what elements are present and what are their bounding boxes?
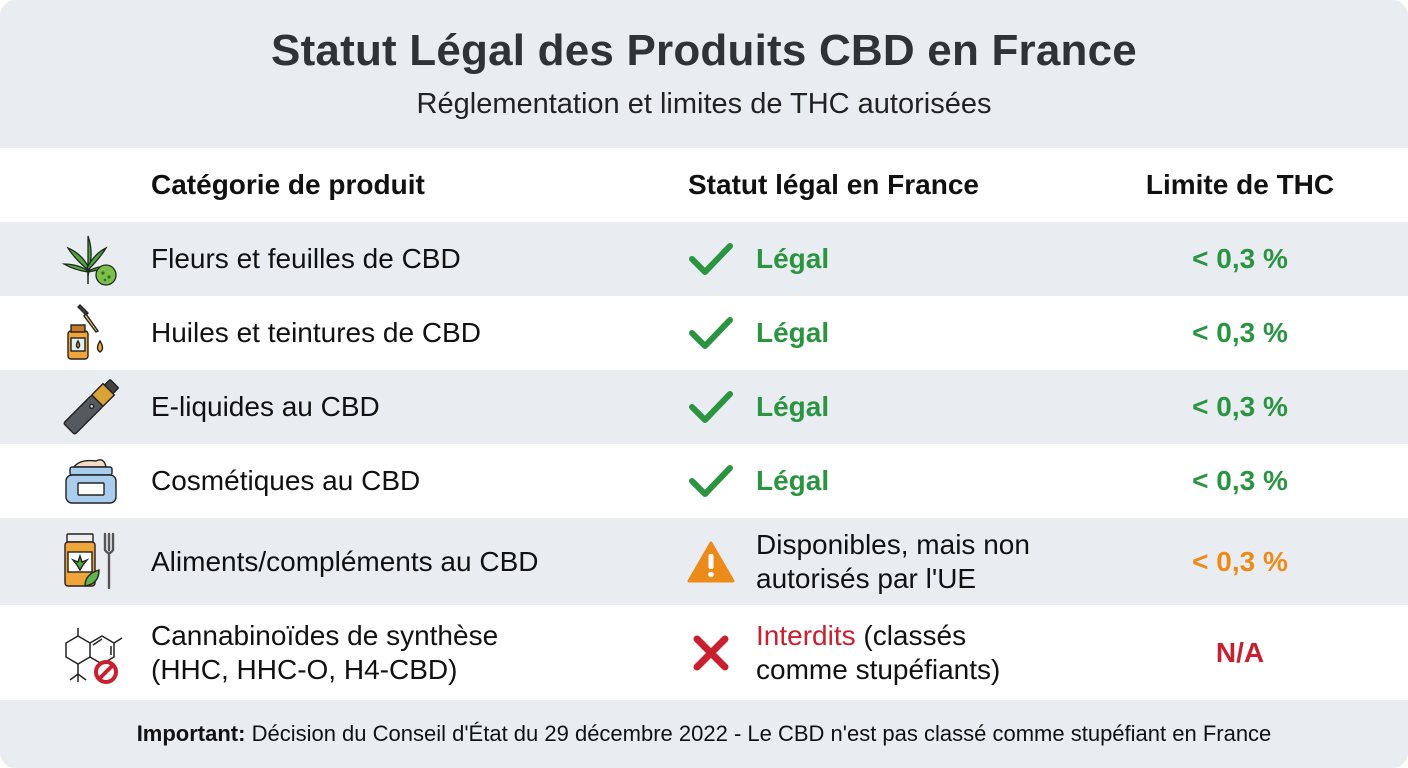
thc-limit: < 0,3 % xyxy=(1192,391,1288,422)
status-line-2: comme stupéfiants) xyxy=(756,653,1001,685)
status-line-1: Disponibles, mais non xyxy=(756,528,1030,560)
checkmark-icon xyxy=(686,296,736,370)
status-highlight: Interdits xyxy=(756,619,856,651)
cross-icon xyxy=(686,605,736,700)
thc-limit: < 0,3 % xyxy=(1192,545,1288,577)
status-label: Légal xyxy=(756,317,830,348)
page-subtitle: Réglementation et limites de THC autoris… xyxy=(416,88,992,120)
table-row: Huiles et teintures de CBD Légal < 0,3 % xyxy=(0,296,1408,370)
table-row: Fleurs et feuilles de CBD Légal < 0,3 % xyxy=(0,222,1408,296)
category-line-1: Cannabinoïdes de synthèse xyxy=(151,619,499,651)
checkmark-icon xyxy=(686,370,736,444)
footer-label: Important: xyxy=(136,721,246,746)
column-header-limit: Limite de THC xyxy=(1145,169,1335,200)
thc-limit: < 0,3 % xyxy=(1192,465,1288,496)
status-line-2: autorisés par l'UE xyxy=(756,562,977,594)
status-line-1: Interdits (classés xyxy=(756,619,966,653)
category-line-2: (HHC, HHC-O, H4-CBD) xyxy=(151,653,458,685)
table-row: Cannabinoïdes de synthèse (HHC, HHC-O, H… xyxy=(0,605,1408,700)
thc-limit: < 0,3 % xyxy=(1192,317,1288,348)
thc-limit: N/A xyxy=(1215,636,1265,668)
cream-jar-icon xyxy=(56,444,126,518)
cannabis-leaf-bud-icon xyxy=(56,222,126,296)
header: Statut Légal des Produits CBD en France … xyxy=(0,0,1408,148)
footer-note: Important: Décision du Conseil d'État du… xyxy=(0,700,1408,768)
vape-pen-icon xyxy=(56,370,126,444)
status-label: Légal xyxy=(756,243,830,274)
category-label: Fleurs et feuilles de CBD xyxy=(151,243,461,274)
column-header-category: Catégorie de produit xyxy=(151,169,425,200)
oil-dropper-bottle-icon xyxy=(56,296,126,370)
status-label: Légal xyxy=(756,391,830,422)
supplement-bottle-fork-icon xyxy=(56,518,126,605)
molecule-prohibited-icon xyxy=(56,605,126,700)
category-label: Aliments/compléments au CBD xyxy=(151,545,539,577)
status-label: Disponibles, mais non autorisés par l'UE xyxy=(756,518,1030,605)
category-label: Huiles et teintures de CBD xyxy=(151,317,481,348)
footer-text: Décision du Conseil d'État du 29 décembr… xyxy=(245,721,1272,746)
page-title: Statut Légal des Produits CBD en France xyxy=(271,26,1137,75)
checkmark-icon xyxy=(686,222,736,296)
status-label: Interdits (classés comme stupéfiants) xyxy=(756,605,1000,700)
column-header-status: Statut légal en France xyxy=(688,169,979,200)
category-label: Cannabinoïdes de synthèse (HHC, HHC-O, H… xyxy=(151,605,498,700)
table-row: Aliments/compléments au CBD Disponibles,… xyxy=(0,518,1408,605)
table-header-row: Catégorie de produit Statut légal en Fra… xyxy=(0,148,1408,222)
table-row: E-liquides au CBD Légal < 0,3 % xyxy=(0,370,1408,444)
thc-limit: < 0,3 % xyxy=(1192,243,1288,274)
checkmark-icon xyxy=(686,444,736,518)
table-row: Cosmétiques au CBD Légal < 0,3 % xyxy=(0,444,1408,518)
status-label: Légal xyxy=(756,465,830,496)
warning-triangle-icon xyxy=(686,518,736,605)
category-label: E-liquides au CBD xyxy=(151,391,380,422)
category-label: Cosmétiques au CBD xyxy=(151,465,421,496)
status-rest: (classés xyxy=(855,619,967,651)
